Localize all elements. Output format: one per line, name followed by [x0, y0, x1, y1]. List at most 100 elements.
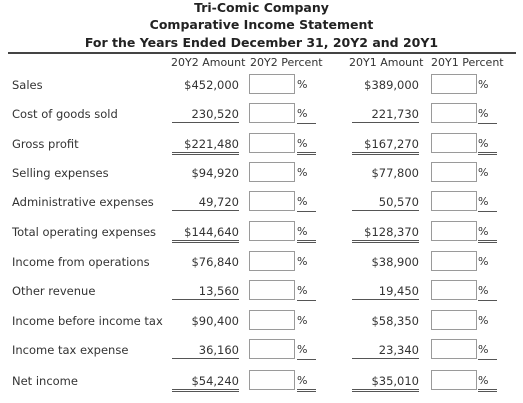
percent-input-20y1[interactable] — [431, 133, 477, 153]
row-label: Income from operations — [12, 255, 150, 269]
percent-sign: % — [478, 374, 489, 387]
percent-input-20y1[interactable] — [431, 370, 477, 390]
amount-20y1: $128,370 — [352, 224, 419, 243]
percent-sign: % — [478, 107, 489, 120]
row-income-tax-expense: Income tax expense 36,160% 23,340% — [0, 336, 523, 364]
percent-sign: % — [478, 314, 489, 327]
percent-sign: % — [478, 255, 489, 268]
percent-sign: % — [478, 166, 489, 179]
percent-input-20y2[interactable] — [249, 370, 295, 390]
col-header-20y2-amount: 20Y2 Amount — [171, 56, 246, 69]
percent-underline — [297, 240, 316, 243]
row-label: Sales — [12, 78, 43, 92]
percent-sign: % — [297, 284, 308, 297]
percent-input-20y2[interactable] — [249, 74, 295, 94]
percent-sign: % — [297, 255, 308, 268]
row-label: Income tax expense — [12, 343, 129, 357]
percent-input-20y2[interactable] — [249, 162, 295, 182]
percent-input-20y2[interactable] — [249, 251, 295, 271]
row-income-before-income-tax: Income before income tax $90,400% $58,350% — [0, 307, 523, 335]
percent-underline — [478, 300, 497, 301]
percent-underline — [297, 211, 316, 212]
percent-input-20y2[interactable] — [249, 339, 295, 359]
percent-underline — [297, 300, 316, 301]
amount-20y2: 13,560 — [172, 283, 239, 300]
row-label: Cost of goods sold — [12, 107, 118, 121]
amount-20y2: $221,480 — [172, 136, 239, 155]
percent-underline — [478, 211, 497, 212]
percent-underline — [297, 152, 316, 155]
amount-20y1: 19,450 — [352, 283, 419, 300]
percent-input-20y1[interactable] — [431, 339, 477, 359]
percent-sign: % — [297, 374, 308, 387]
amount-20y2: $452,000 — [184, 78, 239, 92]
row-label: Net income — [12, 374, 78, 388]
row-cost-of-goods-sold: Cost of goods sold 230,520% 221,730% — [0, 100, 523, 128]
col-header-20y1-amount: 20Y1 Amount — [349, 56, 424, 69]
percent-underline — [478, 152, 497, 155]
percent-input-20y1[interactable] — [431, 162, 477, 182]
percent-sign: % — [297, 107, 308, 120]
percent-input-20y2[interactable] — [249, 221, 295, 241]
percent-underline — [478, 389, 497, 392]
amount-20y1: $38,900 — [371, 255, 419, 269]
amount-20y2: $54,240 — [172, 373, 239, 392]
percent-input-20y2[interactable] — [249, 280, 295, 300]
percent-input-20y1[interactable] — [431, 221, 477, 241]
percent-input-20y2[interactable] — [249, 191, 295, 211]
percent-input-20y2[interactable] — [249, 133, 295, 153]
percent-sign: % — [297, 314, 308, 327]
percent-sign: % — [478, 137, 489, 150]
percent-underline — [478, 240, 497, 243]
percent-sign: % — [297, 343, 308, 356]
percent-underline — [478, 123, 497, 124]
amount-20y2: 230,520 — [172, 106, 239, 123]
percent-input-20y1[interactable] — [431, 310, 477, 330]
amount-20y2: $90,400 — [191, 314, 239, 328]
row-total-operating-expenses: Total operating expenses $144,640% $128,37… — [0, 218, 523, 246]
percent-sign: % — [478, 195, 489, 208]
percent-input-20y1[interactable] — [431, 280, 477, 300]
row-label: Selling expenses — [12, 166, 109, 180]
percent-sign: % — [297, 78, 308, 91]
header-rule — [8, 52, 516, 54]
row-other-revenue: Other revenue 13,560% 19,450% — [0, 277, 523, 305]
percent-underline — [478, 359, 497, 360]
row-label: Administrative expenses — [12, 195, 154, 209]
percent-sign: % — [478, 284, 489, 297]
percent-underline — [297, 123, 316, 124]
col-header-20y1-percent: 20Y1 Percent — [431, 56, 504, 69]
percent-underline — [297, 389, 316, 392]
percent-sign: % — [297, 195, 308, 208]
amount-20y1: $77,800 — [371, 166, 419, 180]
percent-sign: % — [297, 166, 308, 179]
amount-20y1: $35,010 — [352, 373, 419, 392]
percent-input-20y2[interactable] — [249, 103, 295, 123]
percent-input-20y1[interactable] — [431, 251, 477, 271]
percent-sign: % — [478, 343, 489, 356]
amount-20y1: 23,340 — [352, 342, 419, 359]
amount-20y1: $167,270 — [352, 136, 419, 155]
percent-sign: % — [297, 137, 308, 150]
row-sales: Sales $452,000% $389,000% — [0, 71, 523, 99]
row-income-from-operations: Income from operations $76,840% $38,900% — [0, 248, 523, 276]
amount-20y2: $76,840 — [191, 255, 239, 269]
amount-20y2: 49,720 — [172, 194, 239, 211]
row-label: Other revenue — [12, 284, 96, 298]
amount-20y2: $144,640 — [172, 224, 239, 243]
row-gross-profit: Gross profit $221,480% $167,270% — [0, 130, 523, 158]
col-header-20y2-percent: 20Y2 Percent — [250, 56, 323, 69]
percent-input-20y2[interactable] — [249, 310, 295, 330]
amount-20y2: $94,920 — [191, 166, 239, 180]
percent-input-20y1[interactable] — [431, 74, 477, 94]
percent-input-20y1[interactable] — [431, 191, 477, 211]
row-label: Income before income tax — [12, 314, 163, 328]
amount-20y1: 221,730 — [352, 106, 419, 123]
amount-20y1: 50,570 — [352, 194, 419, 211]
percent-sign: % — [478, 225, 489, 238]
statement-period: For the Years Ended December 31, 20Y2 an… — [84, 35, 439, 50]
percent-sign: % — [478, 78, 489, 91]
percent-input-20y1[interactable] — [431, 103, 477, 123]
statement-title: Comparative Income Statement — [149, 17, 374, 32]
amount-20y1: $389,000 — [364, 78, 419, 92]
